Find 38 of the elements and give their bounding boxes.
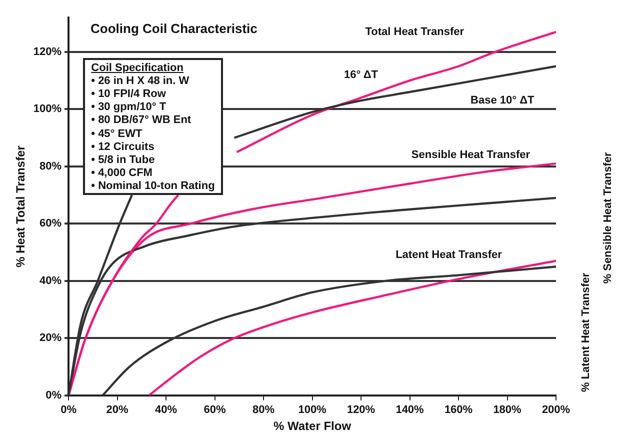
y-tick-label: 80% <box>40 160 62 172</box>
x-tick-label: 0% <box>60 404 77 416</box>
annotation: Latent Heat Transfer <box>396 249 503 262</box>
y-tick-label: 40% <box>40 274 62 287</box>
annotation: • 80 DB/67° WB Ent <box>91 114 192 128</box>
x-tick-label: 200% <box>542 404 570 416</box>
y-axis-title: % Heat Total Transfer <box>14 145 28 268</box>
annotation: 16° ΔT <box>344 68 378 81</box>
annotation: Coil Specification <box>91 62 184 75</box>
x-tick-label: 80% <box>252 404 275 416</box>
annotation: • 5/8 in Tube <box>91 154 156 168</box>
x-tick-label: 60% <box>204 404 226 416</box>
annotation: • 30 gpm/10° T <box>91 101 168 114</box>
annotation: • 4,000 CFM <box>91 167 154 180</box>
annotation: • Nominal 10-ton Rating <box>91 180 215 194</box>
y2-axis-title: % Latent Heat Transfer <box>580 272 592 392</box>
y3-axis-title: % Sensible Heat Transfer <box>602 152 614 284</box>
annotation: Base 10° ΔT <box>470 94 534 107</box>
chart-title: Cooling Coil Characteristic <box>90 21 258 36</box>
x-tick-label: 140% <box>396 404 424 416</box>
annotation: Total Heat Transfer <box>365 26 465 38</box>
x-axis-title: % Water Flow <box>273 419 352 434</box>
annotation: • 10 FPI/4 Row <box>91 88 167 102</box>
y-tick-label: 20% <box>40 332 62 344</box>
annotation: • 26 in H X 48 in. W <box>91 74 190 88</box>
x-tick-label: 40% <box>155 404 178 416</box>
annotation: • 45° EWT <box>91 128 144 141</box>
annotation: Sensible Heat Transfer <box>411 149 531 162</box>
x-tick-label: 180% <box>493 404 522 416</box>
annotation: • 12 Circuits <box>91 140 156 154</box>
x-tick-label: 20% <box>106 404 128 416</box>
y-tick-label: 100% <box>33 103 62 116</box>
y-tick-label: 60% <box>40 218 62 230</box>
y-tick-label: 120% <box>33 46 62 58</box>
x-tick-label: 100% <box>298 404 327 416</box>
y-tick-label: 0% <box>46 389 62 402</box>
x-tick-label: 160% <box>444 404 473 416</box>
x-tick-label: 120% <box>346 404 376 416</box>
